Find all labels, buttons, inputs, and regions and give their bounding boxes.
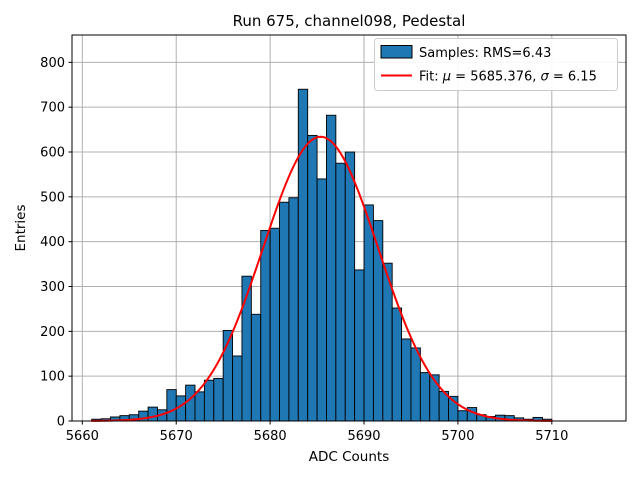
x-tick-label: 5660 (66, 429, 99, 444)
histogram-bar (316, 178, 327, 422)
y-tick-label: 0 (57, 415, 65, 430)
gaussian-fit-curve (90, 135, 553, 422)
x-tick-label: 5680 (254, 429, 287, 444)
x-tick-label: 5670 (160, 429, 193, 444)
legend: Samples: RMS=6.43 Fit: μ = 5685.376, σ = … (374, 38, 618, 91)
legend-samples-swatch (380, 45, 413, 59)
histogram-bar (410, 347, 421, 422)
x-tick-label: 5690 (347, 429, 380, 444)
histogram-bars-layer (91, 88, 553, 422)
histogram-bar (326, 114, 337, 422)
tick-label-layer: 5660 5670 5680 5690 5700 5710 0 100 200 300 400 500… (40, 56, 568, 444)
histogram-bar (335, 162, 346, 422)
histogram-bar (232, 355, 243, 422)
histogram-bar (288, 197, 299, 422)
histogram-bar (279, 201, 290, 422)
histogram-bar (147, 406, 158, 422)
y-tick-label: 400 (40, 235, 65, 250)
fit-curve-layer (90, 135, 553, 422)
histogram-bar (344, 151, 356, 422)
histogram-bar (194, 391, 205, 422)
x-tick-label: 5710 (535, 429, 568, 444)
legend-box (374, 38, 618, 91)
y-tick-label: 500 (40, 190, 65, 205)
legend-label: Fit: μ = 5685.376, σ = 6.15 (419, 70, 597, 85)
histogram-bar (363, 204, 374, 422)
legend-label: Samples: RMS=6.43 (419, 46, 551, 61)
y-tick-label: 300 (40, 280, 65, 295)
x-axis-label: ADC Counts (309, 449, 389, 465)
histogram-bar (166, 389, 177, 422)
histogram-bar (260, 230, 271, 422)
y-tick-label: 100 (40, 370, 65, 385)
histogram-bar (203, 379, 215, 422)
histogram-bar (307, 134, 318, 422)
histogram-bar (213, 377, 224, 422)
y-tick-label: 700 (40, 101, 65, 116)
y-axis-label: Entries (13, 204, 29, 251)
chart-title: Run 675, channel098, Pedestal (233, 12, 466, 30)
histogram-bar (269, 227, 280, 422)
plot-border (71, 34, 627, 422)
histogram-bar (354, 269, 365, 422)
y-tick-label: 200 (40, 325, 65, 340)
histogram-bar (297, 88, 309, 422)
histogram-bar (391, 307, 403, 422)
histogram-bar (401, 338, 412, 422)
axes-layer (68, 34, 627, 425)
y-tick-label: 600 (40, 146, 65, 161)
y-tick-label: 800 (40, 56, 65, 71)
histogram-bar (457, 410, 468, 422)
histogram-bar (250, 313, 262, 422)
histogram-bar (185, 384, 196, 422)
x-tick-label: 5700 (441, 429, 474, 444)
histogram-bar (419, 372, 431, 422)
